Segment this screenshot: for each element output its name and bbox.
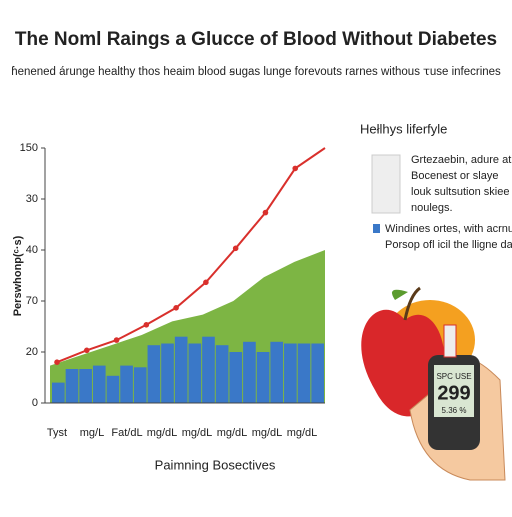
line-point	[83, 347, 90, 354]
bar	[79, 369, 92, 403]
line-point	[113, 337, 120, 343]
chart-subtitle: ɦenened árunge healthy thos heaim blood …	[11, 66, 501, 78]
meter-value: 299	[437, 382, 470, 404]
y-tick-label: 0	[32, 397, 38, 409]
area	[50, 250, 325, 403]
bar	[161, 343, 174, 403]
y-tick-label: 150	[20, 142, 38, 154]
x-tick-label: mg/dL	[217, 427, 248, 439]
legend-text: Windines ortes, with acrnure	[385, 223, 512, 235]
bar	[65, 369, 79, 403]
x-tick-label: mg/dL	[182, 427, 213, 439]
panel-line: Bocenest or slaye	[411, 170, 498, 182]
x-axis-label: Paimning Bosectives	[155, 457, 276, 472]
x-tick-label: mg/dL	[147, 427, 178, 439]
x-tick-label: mg/dL	[252, 427, 283, 439]
bar	[202, 336, 215, 403]
legend-text: Porsop ofl icil the lligne date.	[385, 239, 512, 251]
line	[56, 147, 326, 364]
y-tick-label: 20	[26, 346, 38, 358]
bar	[243, 341, 256, 403]
bar	[256, 352, 270, 403]
x-tick-label: mg/L	[80, 427, 104, 439]
bar	[133, 367, 147, 403]
bar	[188, 343, 202, 403]
y-tick-label: 30	[26, 193, 38, 205]
meter-sub: 5.36 %	[442, 406, 467, 415]
line-point	[173, 305, 179, 311]
bar	[147, 345, 161, 403]
bar	[174, 336, 188, 403]
x-tick-label: Tyst	[47, 427, 67, 439]
panel-line: louk sultsution skiee	[411, 186, 509, 198]
line-point	[203, 279, 209, 286]
bar	[92, 365, 106, 403]
chart-title: The Noml Raings a Glucce of Blood Withou…	[15, 29, 497, 50]
line-point	[262, 209, 269, 216]
bar	[52, 382, 65, 403]
bar	[215, 345, 229, 403]
bar	[284, 343, 297, 403]
bar	[297, 343, 311, 403]
panel-icon	[371, 154, 401, 214]
y-tick-label: 40	[26, 244, 38, 256]
panel-heading: Hełlhys liferfyle	[360, 121, 447, 136]
bar	[270, 341, 284, 403]
panel-line: noulegs.	[411, 202, 453, 214]
bar	[120, 365, 133, 403]
panel-line: Grtezaebin, adure ation	[411, 154, 512, 166]
legend-swatch	[373, 224, 380, 233]
bar	[311, 343, 324, 403]
line-point	[232, 245, 239, 252]
illustration	[361, 286, 506, 481]
x-tick-label: Fat/dL	[111, 427, 142, 439]
plot	[50, 147, 326, 403]
y-axis-label: Perswhonp(ᶜ·s)	[12, 235, 24, 316]
bar	[106, 375, 120, 403]
bar	[229, 352, 243, 403]
meter-label: SPC USE	[436, 372, 471, 381]
line-point	[292, 165, 299, 172]
line-point	[143, 322, 150, 328]
x-tick-label: mg/dL	[287, 427, 318, 439]
line-point	[54, 359, 60, 366]
y-tick-label: 70	[26, 295, 38, 307]
